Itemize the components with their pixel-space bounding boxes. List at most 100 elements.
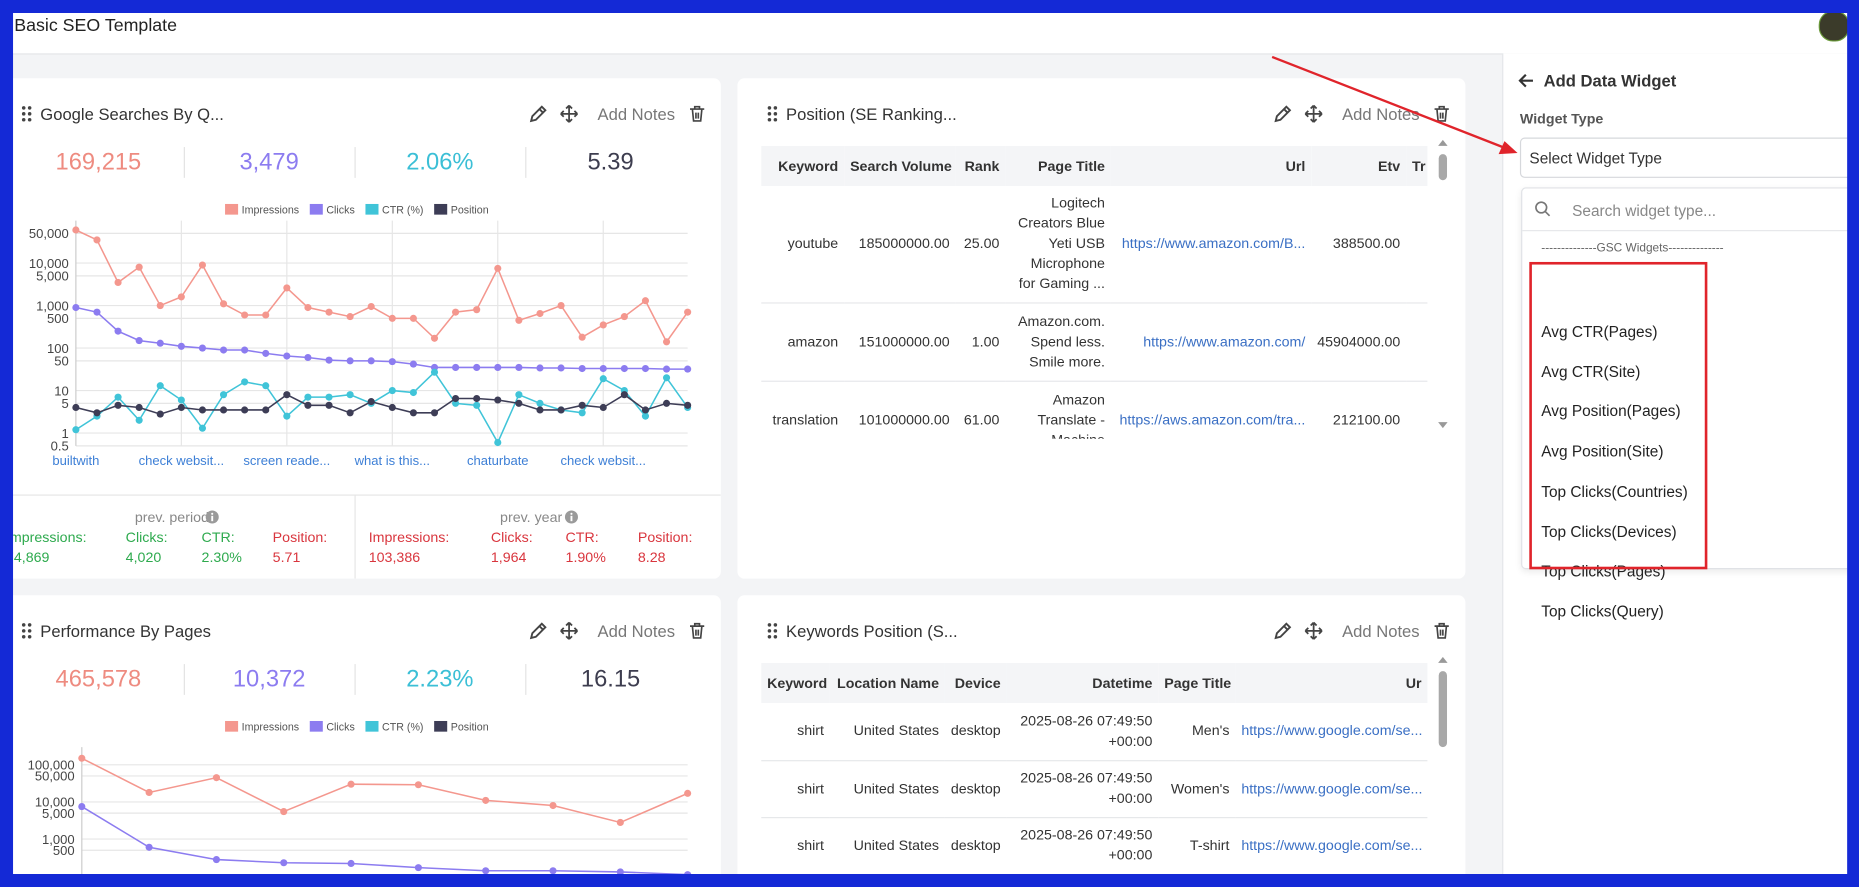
- legend-label: Impressions: [242, 721, 299, 733]
- data-point: [515, 363, 523, 372]
- table-cell: amazon: [761, 302, 845, 382]
- data-point: [72, 303, 80, 312]
- separator: [1522, 230, 1859, 232]
- handle-icon[interactable]: [20, 621, 33, 640]
- metric-label: CTR:: [201, 528, 235, 546]
- widget-option[interactable]: Avg CTR(Pages): [1541, 322, 1658, 341]
- data-point: [578, 409, 586, 417]
- trash-icon[interactable]: [1432, 621, 1451, 640]
- stat-value: 3,479: [239, 149, 299, 176]
- data-point: [599, 364, 607, 373]
- widget-option[interactable]: Avg Position(Pages): [1541, 402, 1681, 421]
- pencil-icon[interactable]: [1273, 621, 1292, 640]
- table-cell: 151000000.00: [844, 302, 956, 382]
- data-point: [114, 393, 122, 401]
- widget-option[interactable]: Top Clicks(Query): [1541, 602, 1664, 621]
- data-point: [414, 864, 422, 872]
- table-cell: Men's: [1158, 703, 1236, 761]
- data-point: [283, 352, 291, 360]
- column-header: Datetime: [1006, 662, 1159, 704]
- trash-icon[interactable]: [688, 104, 707, 123]
- stat-divider: [354, 147, 356, 178]
- search-input[interactable]: Search widget type...: [1572, 201, 1717, 220]
- move-icon[interactable]: [1304, 104, 1323, 123]
- add-notes[interactable]: Add Notes: [1342, 621, 1420, 641]
- stat-divider: [525, 664, 527, 695]
- widget-option[interactable]: Avg Position(Site): [1541, 442, 1664, 461]
- url-cell[interactable]: https://www.google.com/se...: [1235, 760, 1428, 818]
- add-notes[interactable]: Add Notes: [597, 621, 676, 641]
- column-header: Keyword: [761, 145, 845, 187]
- data-point: [262, 349, 270, 357]
- top-bar: Basic SEO Template: [0, 0, 1859, 55]
- move-icon[interactable]: [1304, 621, 1323, 640]
- data-point: [156, 339, 164, 347]
- select-placeholder: Select Widget Type: [1529, 149, 1662, 168]
- widget-title: Position (SE Ranking...: [786, 104, 957, 124]
- metric-value: 74,869: [5, 549, 50, 566]
- table-row: amazon 151000000.00 1.00 Amazon.com. Spend …: [761, 302, 1428, 382]
- stat-value: 5.39: [587, 149, 634, 176]
- data-point: [280, 859, 288, 867]
- x-tick-label: chaturbate: [467, 453, 529, 468]
- back-icon[interactable]: [1518, 72, 1535, 89]
- data-point: [78, 754, 86, 762]
- widget-option[interactable]: Top Clicks(Countries): [1541, 482, 1688, 501]
- widget-option[interactable]: Top Clicks(Pages): [1541, 562, 1666, 581]
- legend-swatch: [225, 203, 239, 215]
- handle-icon[interactable]: [766, 104, 779, 123]
- metric-label: Clicks:: [490, 528, 533, 546]
- table-cell: United States: [829, 817, 945, 875]
- move-icon[interactable]: [560, 621, 579, 640]
- data-point: [616, 868, 624, 876]
- stat-value: 16.15: [580, 666, 641, 693]
- data-point: [72, 403, 80, 412]
- data-point: [620, 313, 628, 321]
- add-notes[interactable]: Add Notes: [597, 104, 676, 124]
- handle-icon[interactable]: [20, 104, 33, 123]
- url-cell[interactable]: https://www.google.com/se...: [1235, 817, 1428, 875]
- y-tick-label: 500: [53, 843, 75, 858]
- pencil-icon[interactable]: [529, 621, 548, 640]
- data-point: [93, 409, 101, 417]
- data-point: [93, 236, 101, 244]
- widget-option[interactable]: Top Clicks(Devices): [1541, 522, 1677, 541]
- widget-option[interactable]: Avg CTR(Site): [1541, 362, 1641, 381]
- data-point: [482, 796, 490, 804]
- data-point: [145, 843, 153, 851]
- dropdown: Search widget type... --------------GSC …: [1521, 187, 1859, 620]
- stat-value: 169,215: [55, 149, 142, 176]
- y-tick-label: 50,000: [29, 226, 69, 241]
- comparison-label: prev. year: [500, 508, 563, 526]
- data-point: [156, 302, 164, 310]
- avatar[interactable]: [1818, 10, 1850, 42]
- header-row: Keyword Location Name Device Datetime Page T…: [761, 662, 1428, 704]
- handle-icon[interactable]: [766, 621, 779, 640]
- data-point: [135, 337, 143, 345]
- data-point: [430, 368, 439, 376]
- url-cell[interactable]: https://www.amazon.com/: [1110, 302, 1312, 382]
- url-cell[interactable]: https://www.amazon.com/B...: [1110, 186, 1312, 303]
- move-icon[interactable]: [560, 104, 579, 123]
- table-body: youtube 185000000.00 25.00 Logitech Creator…: [761, 186, 1428, 439]
- data-point: [72, 226, 80, 234]
- table-cell: T-shirt: [1158, 817, 1236, 875]
- data-point: [212, 774, 220, 782]
- table-cell: youtube: [761, 186, 845, 303]
- add-notes[interactable]: Add Notes: [1342, 104, 1420, 124]
- series-line: [81, 805, 688, 876]
- data-point: [684, 789, 692, 797]
- data-point: [641, 406, 650, 414]
- data-point: [156, 410, 164, 418]
- select[interactable]: Select Widget Type: [1519, 137, 1859, 178]
- legend-swatch: [365, 720, 379, 732]
- pencil-icon[interactable]: [1273, 104, 1292, 123]
- trash-icon[interactable]: [688, 621, 707, 640]
- trash-icon[interactable]: [1432, 104, 1451, 123]
- pencil-icon[interactable]: [529, 104, 548, 123]
- footer-divider: [0, 494, 721, 496]
- url-cell[interactable]: https://www.google.com/se...: [1235, 703, 1428, 761]
- data-point: [346, 391, 354, 399]
- data-point: [599, 375, 607, 383]
- url-cell[interactable]: https://aws.amazon.com/tra...: [1110, 380, 1312, 439]
